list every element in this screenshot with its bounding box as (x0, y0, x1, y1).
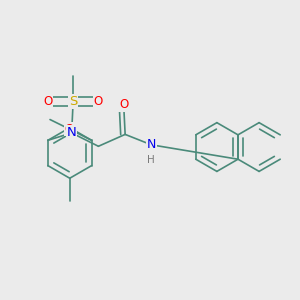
Text: H: H (147, 155, 155, 165)
Text: O: O (65, 122, 74, 136)
Text: N: N (67, 126, 76, 140)
Text: O: O (119, 98, 128, 111)
Text: O: O (43, 95, 52, 108)
Text: N: N (147, 138, 156, 151)
Text: S: S (69, 95, 77, 108)
Text: O: O (94, 95, 103, 108)
